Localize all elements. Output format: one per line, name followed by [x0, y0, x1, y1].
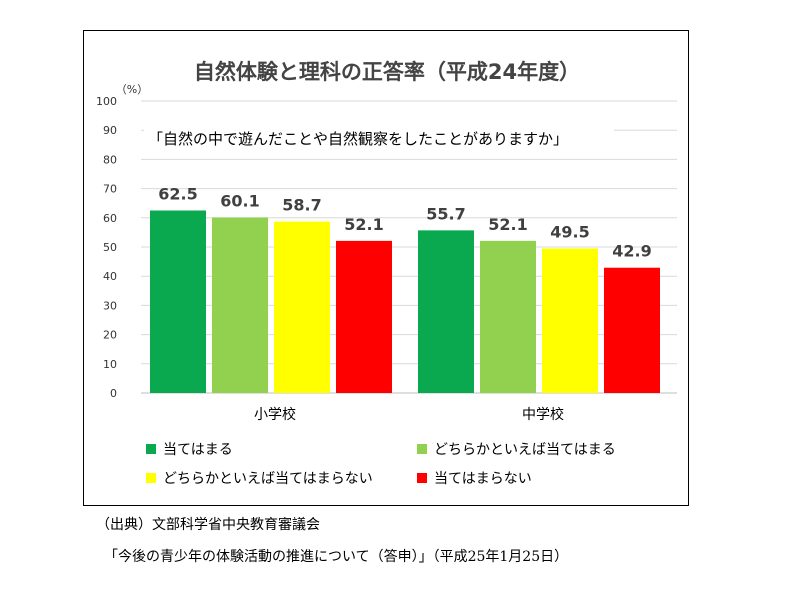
data-label: 62.5	[158, 185, 197, 204]
bar	[604, 267, 660, 393]
y-tick-label: 10	[103, 358, 117, 371]
category-label: 中学校	[522, 406, 564, 423]
y-tick-label: 20	[103, 329, 117, 342]
y-axis-ticks: 0 10 20 30 40 50 60 70 80 90 100	[96, 95, 117, 400]
data-label: 49.5	[550, 222, 589, 241]
y-tick-label: 60	[103, 212, 117, 225]
y-tick-label: 80	[103, 153, 117, 166]
y-tick-label: 70	[103, 183, 117, 196]
legend-label: 当てはまらない	[434, 471, 532, 487]
source-line-1: （出典）文部科学省中央教育審議会	[96, 517, 320, 533]
legend-label: 当てはまる	[163, 442, 233, 458]
bar	[150, 210, 206, 393]
y-tick-label: 30	[103, 299, 117, 312]
chart-subtitle: 「自然の中で遊んだことや自然観察をしたことがありますか」	[148, 130, 568, 148]
bar	[336, 240, 392, 393]
chart-title: 自然体験と理科の正答率（平成24年度）	[194, 60, 580, 84]
y-tick-label: 40	[103, 270, 117, 283]
source-line-2: 「今後の青少年の体験活動の推進について（答申）」（平成25年1月25日）	[104, 549, 569, 565]
legend-swatch	[417, 444, 427, 454]
chart-frame: 自然体験と理科の正答率（平成24年度） （%） 0 10 20 30 40 50 60 70 8…	[83, 30, 689, 506]
y-tick-label: 90	[103, 124, 117, 137]
bar	[212, 217, 268, 393]
legend-swatch	[146, 444, 156, 454]
data-label: 52.1	[344, 215, 383, 234]
legend-swatch	[146, 473, 156, 483]
category-label: 小学校	[254, 406, 296, 423]
bars	[150, 210, 660, 393]
chart-svg: 自然体験と理科の正答率（平成24年度） （%） 0 10 20 30 40 50 60 70 8…	[96, 60, 677, 487]
y-tick-label: 50	[103, 241, 117, 254]
data-label: 42.9	[612, 242, 651, 261]
subtitle-box	[144, 121, 614, 153]
bar	[418, 230, 474, 393]
data-label: 58.7	[282, 196, 321, 215]
data-label: 60.1	[220, 192, 259, 211]
y-tick-label: 0	[110, 387, 117, 400]
data-label: 52.1	[488, 215, 527, 234]
data-labels: 62.5 60.1 58.7 52.1 55.7 52.1 49.5 42.9	[158, 185, 651, 261]
y-axis-unit-label: （%）	[116, 83, 148, 96]
legend-swatch	[417, 473, 427, 483]
bar	[542, 248, 598, 393]
legend-label: どちらかといえば当てはまる	[434, 442, 616, 458]
x-axis-categories: 小学校 中学校	[254, 406, 564, 423]
bar	[480, 240, 536, 393]
data-label: 55.7	[426, 204, 465, 223]
bar	[274, 221, 330, 393]
y-tick-label: 100	[96, 95, 117, 108]
legend-label: どちらかといえば当てはまらない	[163, 471, 373, 487]
